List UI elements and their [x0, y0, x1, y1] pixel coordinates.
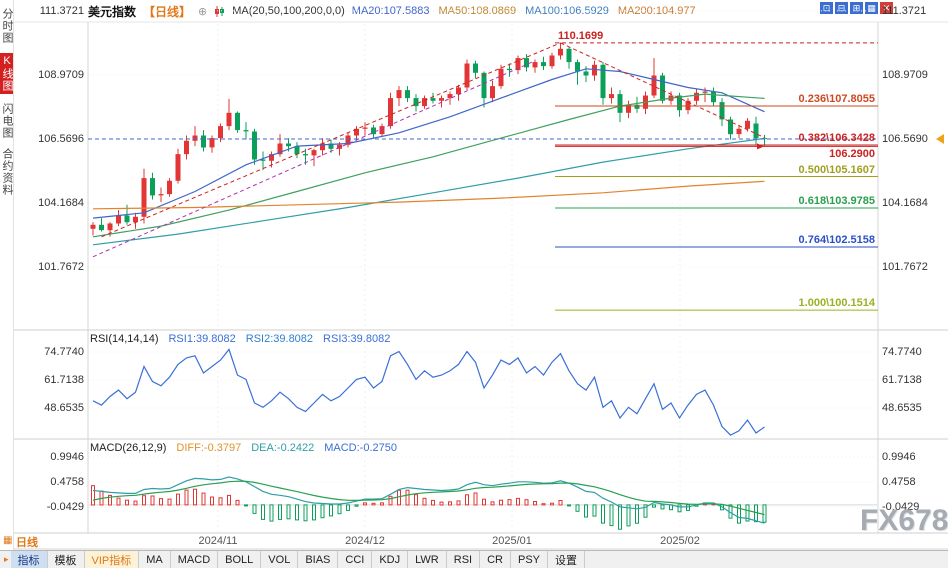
toolbar-tab-13[interactable]: PSY: [511, 551, 549, 568]
rsi-values-1: RSI2:39.8082: [245, 333, 314, 345]
layout-4-icon[interactable]: ▦: [865, 2, 878, 14]
ma-settings-label: MA(20,50,100,200,0,0): [232, 5, 345, 17]
sidebar-item-0[interactable]: 分时图: [1, 8, 13, 44]
toolbar-tab-11[interactable]: RSI: [447, 551, 481, 568]
toolbar-tab-7[interactable]: BIAS: [298, 551, 339, 568]
layout-2-icon[interactable]: ⊟: [835, 2, 848, 14]
toolbar-tab-6[interactable]: VOL: [261, 551, 299, 568]
sidebar-item-2[interactable]: 闪电图: [1, 103, 13, 139]
expand-icon[interactable]: ⊕: [198, 5, 208, 18]
toolbar-marker-icon: ▸: [4, 554, 9, 564]
toolbar-tab-1[interactable]: 模板: [48, 551, 85, 568]
sidebar-item-1[interactable]: K线图: [0, 53, 13, 94]
period-quick-label[interactable]: 日线: [16, 537, 38, 549]
indicator-toolbar: ▸ 指标 模板 VIP指标 MA MACD BOLL VOL BIAS CCI KDJ LWR RSI C…: [0, 550, 948, 568]
period-tag[interactable]: 【日线】: [143, 4, 192, 19]
toolbar-tab-2[interactable]: VIP指标: [84, 551, 140, 568]
macd-values: DIFF:-0.3797 DEA:-0.2422 MACD:-0.2750: [176, 442, 407, 454]
rsi-panel-header: RSI(14,14,14) RSI1:39.8082 RSI2:39.8082 RS…: [90, 333, 400, 345]
rsi-values: RSI1:39.8082 RSI2:39.8082 RSI3:39.8082: [168, 333, 400, 345]
chart-type-sidebar: 分时图 K线图闪电图合约资料: [0, 0, 14, 568]
macd-indicator-name: MACD(26,12,9): [90, 442, 167, 454]
toolbar-tab-3[interactable]: MA: [139, 551, 171, 568]
toolbar-tab-10[interactable]: LWR: [408, 551, 447, 568]
macd-panel-header: MACD(26,12,9) DIFF:-0.3797 DEA:-0.2422 MAC…: [90, 442, 407, 454]
toolbar-tab-0[interactable]: 指标: [10, 551, 48, 568]
toolbar-tab-12[interactable]: CR: [480, 551, 511, 568]
toolbar-tab-4[interactable]: MACD: [171, 551, 219, 568]
ma-value-3: MA200:104.977: [617, 5, 696, 17]
toolbar-tab-5[interactable]: BOLL: [218, 551, 262, 568]
toolbar-tab-14[interactable]: 设置: [548, 551, 586, 568]
instrument-title: 美元指数: [88, 4, 137, 19]
rsi-indicator-name: RSI(14,14,14): [90, 333, 159, 345]
macd-values-2: MACD:-0.2750: [324, 442, 397, 454]
toolbar-tab-8[interactable]: CCI: [338, 551, 373, 568]
sidebar-item-3[interactable]: 合约资料: [1, 148, 13, 196]
macd-values-0: DIFF:-0.3797: [176, 442, 242, 454]
ma-value-2: MA100:106.5929: [525, 5, 609, 17]
period-grid-icon: ▦: [3, 535, 13, 546]
close-chart-icon[interactable]: ✕: [880, 2, 893, 14]
rsi-values-2: RSI3:39.8082: [323, 333, 391, 345]
rsi-values-0: RSI1:39.8082: [168, 333, 236, 345]
macd-values-1: DEA:-0.2422: [251, 442, 315, 454]
watermark: FX678: [860, 504, 948, 537]
ma-value-0: MA20:107.5883: [351, 5, 430, 17]
toolbar-tab-9[interactable]: KDJ: [372, 551, 409, 568]
layout-icon-row: ⊡ ⊟ ⊞ ▦ ✕: [820, 2, 893, 14]
